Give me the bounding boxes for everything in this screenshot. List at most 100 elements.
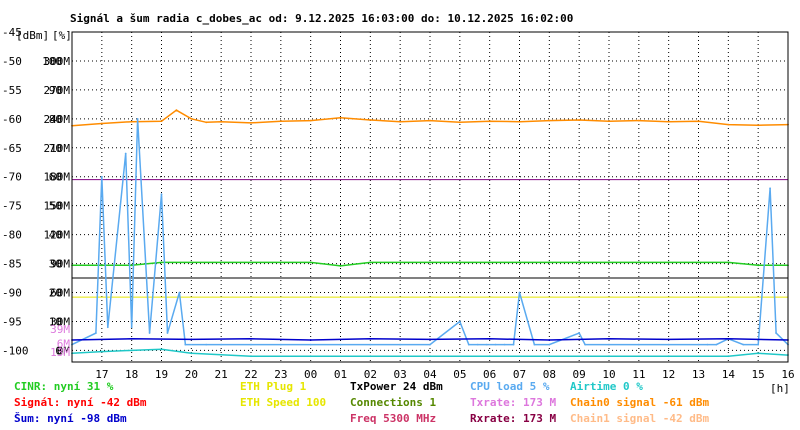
- y-tick-pct: 10: [49, 315, 62, 328]
- y-tick-pct: 90: [49, 84, 62, 97]
- series-point-2: [458, 320, 461, 323]
- series-point-2: [279, 343, 282, 346]
- series-point-1: [637, 261, 640, 264]
- series-point-2: [578, 332, 581, 334]
- series-point-1: [429, 261, 431, 264]
- series-point-2: [485, 343, 488, 346]
- series-point-0: [220, 120, 223, 123]
- series-point-0: [548, 119, 551, 122]
- x-unit: [h]: [770, 382, 790, 395]
- series-point-3: [100, 350, 103, 353]
- reference-lines: [72, 179, 788, 298]
- series-point-4: [369, 337, 372, 340]
- series-point-0: [309, 119, 312, 122]
- x-tick-label: 18: [125, 368, 138, 381]
- x-tick-label: 00: [304, 368, 317, 381]
- series-point-0: [429, 119, 431, 122]
- y-tick-rate: 240M: [44, 113, 71, 126]
- y-tick-dbm: -60: [2, 113, 22, 126]
- series-point-1: [339, 264, 342, 267]
- series-point-2: [369, 343, 372, 346]
- series-group: [71, 109, 789, 358]
- legend-item: Airtime 0 %: [570, 380, 643, 393]
- legend-item: Freq 5300 MHz: [350, 412, 436, 425]
- y-tick-pct: 50: [49, 200, 62, 213]
- series-point-2: [706, 343, 709, 346]
- y-unit-dbm: [dBm]: [16, 29, 49, 42]
- series-point-0: [667, 120, 670, 123]
- y-tick-rate: 60M: [50, 287, 70, 300]
- y-tick-dbm: -75: [2, 200, 22, 213]
- legend-item: TxPower 24 dBm: [350, 380, 443, 393]
- series-point-2: [742, 343, 745, 346]
- series-point-4: [667, 338, 670, 341]
- x-tick-label: 12: [662, 368, 675, 381]
- y-tick-dbm: -85: [2, 258, 22, 271]
- x-tick-label: 22: [244, 368, 257, 381]
- series-point-0: [608, 120, 610, 123]
- series-point-0: [205, 121, 208, 124]
- legend-item: Chain1 signal -42 dBm: [570, 412, 709, 425]
- y-tick-dbm: -45: [2, 26, 22, 39]
- series-point-1: [727, 261, 730, 264]
- series-point-0: [279, 120, 282, 123]
- series-point-2: [124, 152, 127, 155]
- y-tick-rate-extra: 39M: [50, 323, 70, 336]
- y-tick-pct: 30: [49, 258, 62, 271]
- series-point-2: [100, 175, 103, 178]
- y-tick-rate: 90M: [50, 258, 70, 271]
- y-tick-rate: 270M: [44, 84, 71, 97]
- series-point-2: [399, 343, 402, 346]
- series-point-1: [488, 261, 491, 264]
- series-point-0: [130, 120, 133, 123]
- legend-item: ETH Plug 1: [240, 380, 307, 393]
- series-point-2: [512, 343, 515, 346]
- y-tick-pct: 0: [55, 344, 62, 357]
- x-tick-label: 01: [334, 368, 347, 381]
- series-point-3: [190, 352, 193, 355]
- series-point-0: [637, 119, 640, 122]
- series-point-2: [548, 343, 551, 346]
- series-point-1: [548, 261, 551, 264]
- series-point-2: [637, 343, 640, 346]
- series-point-2: [757, 343, 760, 346]
- series-point-0: [399, 120, 402, 123]
- series-point-2: [494, 343, 497, 346]
- series-point-2: [775, 332, 777, 334]
- legend-item: CPU load 5 %: [470, 380, 550, 393]
- y-tick-rate: 150M: [44, 200, 71, 213]
- series-point-1: [160, 261, 163, 264]
- series-point-4: [130, 337, 133, 340]
- legend-item: CINR: nyní 31 %: [14, 380, 114, 393]
- x-tick-label: 06: [483, 368, 496, 381]
- series-point-2: [178, 291, 181, 294]
- x-tick-label: 04: [423, 368, 437, 381]
- series-point-2: [503, 343, 506, 346]
- series-point-3: [488, 355, 491, 358]
- x-tick-label: 10: [602, 368, 615, 381]
- series-point-1: [667, 261, 670, 264]
- x-tick-label: 05: [453, 368, 466, 381]
- series-point-1: [130, 264, 133, 267]
- series-point-1: [578, 261, 581, 264]
- series-line-3: [71, 348, 789, 357]
- series-point-0: [339, 116, 342, 119]
- series-point-2: [166, 332, 169, 334]
- series-point-1: [250, 261, 252, 264]
- y-tick-rate: 210M: [44, 142, 71, 155]
- x-tick-label: 17: [95, 368, 108, 381]
- series-point-2: [339, 343, 342, 346]
- series-point-0: [458, 121, 461, 124]
- y-tick-rate: 0M: [57, 344, 71, 357]
- y-unit-pct: [%]: [52, 29, 72, 42]
- series-point-3: [548, 355, 551, 358]
- series-point-2: [584, 343, 587, 346]
- series-point-1: [190, 261, 193, 264]
- series-point-2: [250, 343, 252, 346]
- legend: CINR: nyní 31 % ETH Plug 1 TxPower 24 dBm C…: [14, 380, 709, 425]
- y-tick-rate-extra: 13M: [50, 346, 70, 359]
- x-tick-label: 08: [543, 368, 556, 381]
- series-point-2: [608, 343, 610, 346]
- y-tick-pct: 70: [49, 142, 62, 155]
- x-tick-label: 09: [573, 368, 586, 381]
